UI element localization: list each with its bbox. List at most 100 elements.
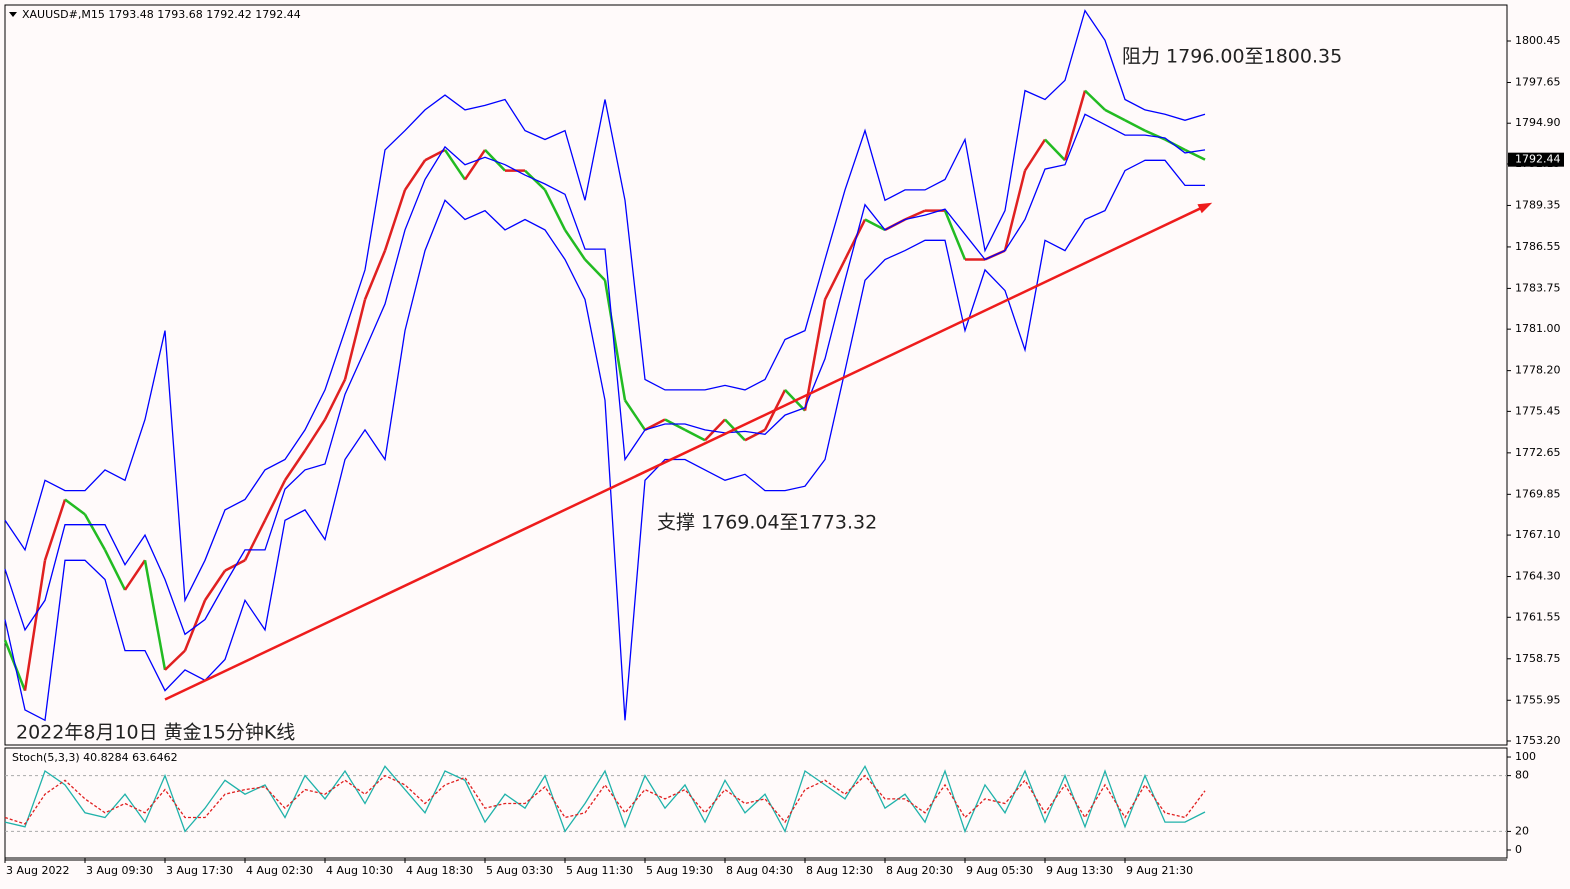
price-segment <box>704 418 726 442</box>
bollinger-band <box>4 113 1206 636</box>
price-segment <box>164 649 186 671</box>
price-segment <box>123 559 147 591</box>
price-segment <box>823 258 847 301</box>
price-segment <box>803 299 827 411</box>
symbol-header: XAUUSD#,M15 1793.48 1793.68 1792.42 1792… <box>22 8 301 21</box>
x-tick-label: 5 Aug 03:30 <box>486 864 553 877</box>
price-segment <box>1124 119 1146 132</box>
y-tick-label: 1753.20 <box>1515 734 1561 747</box>
x-tick-label: 5 Aug 19:30 <box>646 864 713 877</box>
x-tick-label: 5 Aug 11:30 <box>566 864 633 877</box>
price-segment <box>383 189 407 252</box>
x-tick-label: 4 Aug 02:30 <box>246 864 313 877</box>
price-segment <box>664 418 686 431</box>
price-segment <box>243 519 267 561</box>
price-segment <box>443 149 467 181</box>
y-tick-label: 1769.85 <box>1515 487 1561 500</box>
stoch-panel <box>4 747 1508 859</box>
current-price-box <box>1508 152 1564 167</box>
price-segment <box>744 428 766 442</box>
y-tick-label: 1800.45 <box>1515 34 1561 47</box>
price-segment <box>623 399 647 431</box>
price-segment <box>484 149 506 172</box>
price-segment <box>363 250 387 300</box>
price-segment <box>603 280 627 401</box>
current-price-label: 1792.44 <box>1515 153 1561 166</box>
x-tick-label: 9 Aug 21:30 <box>1126 864 1193 877</box>
y-tick-label: 1761.55 <box>1515 610 1561 623</box>
price-segment <box>64 498 86 516</box>
price-segment <box>43 499 67 561</box>
stoch-header: Stoch(5,3,3) 40.8284 63.6462 <box>12 751 178 764</box>
price-segment <box>143 560 167 671</box>
x-tick-label: 3 Aug 17:30 <box>166 864 233 877</box>
y-tick-label: 1778.20 <box>1515 364 1561 377</box>
x-tick-label: 9 Aug 13:30 <box>1046 864 1113 877</box>
bollinger-band <box>4 9 1206 603</box>
price-segment <box>283 449 307 481</box>
trendline-arrowhead <box>1197 202 1213 214</box>
x-tick-label: 4 Aug 18:30 <box>406 864 473 877</box>
price-segment <box>1104 108 1126 122</box>
price-segment <box>403 159 427 191</box>
price-segment <box>584 258 606 282</box>
y-tick-label: 1775.45 <box>1515 404 1561 417</box>
price-segment <box>1184 148 1206 161</box>
y-tick-label: 0 <box>1515 843 1522 856</box>
x-tick-label: 8 Aug 12:30 <box>806 864 873 877</box>
price-segment <box>83 513 107 551</box>
annotation: 阻力 1796.00至1800.35 <box>1122 46 1342 68</box>
y-tick-label: 1772.65 <box>1515 446 1561 459</box>
price-panel <box>4 4 1508 746</box>
y-tick-label: 1755.95 <box>1515 693 1561 706</box>
y-tick-label: 1758.75 <box>1515 652 1561 665</box>
price-segment <box>684 428 706 442</box>
annotation: 支撑 1769.04至1773.32 <box>657 512 877 534</box>
price-segment <box>864 218 886 231</box>
stoch-line <box>4 774 1206 825</box>
x-tick-label: 4 Aug 10:30 <box>326 864 393 877</box>
price-segment <box>203 569 227 601</box>
x-tick-label: 3 Aug 2022 <box>6 864 69 877</box>
stoch-line <box>4 764 1206 834</box>
price-segment <box>224 559 246 572</box>
x-tick-label: 9 Aug 05:30 <box>966 864 1033 877</box>
price-segment <box>23 560 47 691</box>
x-tick-label: 8 Aug 20:30 <box>886 864 953 877</box>
price-segment <box>1063 90 1087 161</box>
y-tick-label: 1786.55 <box>1515 240 1561 253</box>
annotation: 2022年8月10日 黄金15分钟K线 <box>16 722 295 744</box>
price-segment <box>644 418 666 431</box>
price-segment <box>904 209 926 221</box>
price-segment <box>943 210 967 260</box>
y-tick-label: 1783.75 <box>1515 281 1561 294</box>
price-segment <box>103 549 127 591</box>
price-segment <box>183 599 207 652</box>
trendline <box>164 205 1206 701</box>
y-tick-label: 1781.00 <box>1515 322 1561 335</box>
y-tick-label: 80 <box>1515 769 1529 782</box>
price-segment <box>1003 170 1027 251</box>
x-tick-label: 3 Aug 09:30 <box>86 864 153 877</box>
y-tick-label: 1764.30 <box>1515 570 1561 583</box>
price-segment <box>563 229 587 261</box>
price-segment <box>303 418 327 452</box>
y-tick-label: 20 <box>1515 824 1529 837</box>
menu-triangle <box>9 12 17 17</box>
price-segment <box>323 378 347 421</box>
y-tick-label: 1797.65 <box>1515 75 1561 88</box>
x-tick-label: 8 Aug 04:30 <box>726 864 793 877</box>
y-tick-label: 1789.35 <box>1515 198 1561 211</box>
price-segment <box>463 149 487 181</box>
y-tick-label: 1767.10 <box>1515 528 1561 541</box>
price-segment <box>543 189 567 231</box>
price-segment <box>343 299 367 380</box>
price-segment <box>1044 138 1066 162</box>
price-segment <box>1084 89 1106 111</box>
y-tick-label: 100 <box>1515 750 1536 763</box>
y-tick-label: 1794.90 <box>1515 116 1561 129</box>
price-segment <box>843 218 867 261</box>
price-segment <box>263 479 287 521</box>
